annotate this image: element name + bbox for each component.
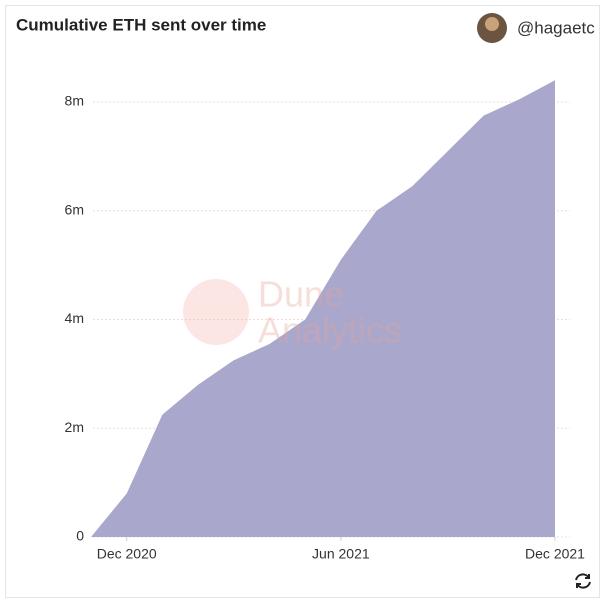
x-tick-label: Dec 2020 [97,546,157,562]
area [91,80,555,538]
watermark-text: Dune [258,274,344,315]
avatar-face [485,17,499,31]
y-tick-label: 0 [76,528,84,544]
watermark-logo [183,279,249,345]
y-tick-label: 6m [65,201,84,217]
x-tick-label: Dec 2021 [525,546,585,562]
chart-title: Cumulative ETH sent over time [16,15,266,34]
y-tick-label: 2m [65,419,84,435]
plot: 0 2m 4m 6m 8m Dec 2020 Jun 2021 Dec 2021 [65,80,585,562]
y-tick-label: 8m [65,93,84,109]
watermark: Dune Analytics [183,274,402,351]
refresh-icon[interactable] [575,573,591,589]
x-tick-label: Jun 2021 [312,546,370,562]
author: @hagaetc [517,18,595,37]
y-tick-label: 4m [65,310,84,326]
watermark-text: Analytics [258,310,402,351]
